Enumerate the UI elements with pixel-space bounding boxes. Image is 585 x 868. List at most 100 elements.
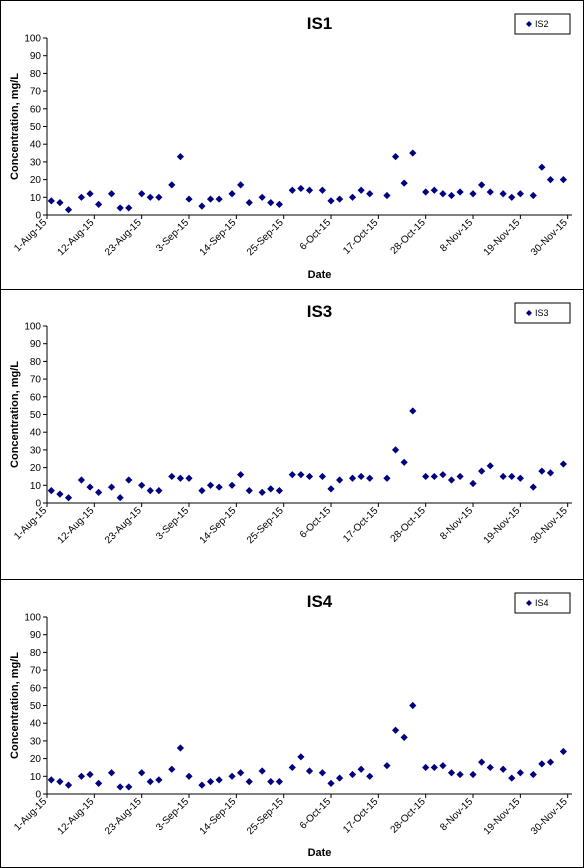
data-point [198,487,206,495]
data-point [422,472,430,481]
y-axis-title: Concentration, mg/L [9,361,21,468]
data-point [116,494,124,502]
data-point [538,760,546,768]
data-point [168,472,176,481]
x-tick-label: 28-Oct-15 [389,796,429,836]
data-point [348,474,357,482]
data-point [107,483,116,491]
data-point [245,199,253,207]
data-point [400,458,408,466]
data-point [215,195,223,203]
data-point [64,781,73,789]
x-tick-label: 23-Aug-15 [103,217,144,258]
data-point [422,763,430,772]
data-point [275,778,283,786]
data-point [318,472,327,481]
x-tick-label: 1-Aug-15 [12,505,49,542]
x-tick-label: 6-Oct-15 [298,505,334,541]
y-tick-label: 40 [30,428,42,439]
data-point [47,776,55,784]
data-point [64,494,73,502]
data-point [383,191,391,200]
chart-title: IS3 [307,302,333,321]
legend-marker-diamond [526,21,532,27]
data-point [348,193,357,201]
data-point [499,190,507,198]
y-axis-title: Concentration, mg/L [9,73,21,180]
y-tick-label: 30 [30,445,42,456]
data-point [486,462,494,470]
y-tick-label: 20 [30,463,42,474]
data-point [383,474,391,482]
x-tick-label: 19-Nov-15 [482,505,523,546]
data-point [258,488,266,496]
data-point [77,772,86,780]
data-point [499,765,507,773]
x-tick-label: 17-Oct-15 [341,217,381,257]
data-point [516,769,524,777]
legend-label: IS2 [535,19,549,29]
data-point [516,474,524,482]
y-tick-label: 80 [30,648,42,659]
data-point [559,460,567,468]
y-tick-label: 70 [30,666,42,677]
data-point [409,149,417,157]
x-axis-title: Date [308,269,332,281]
data-point [508,472,516,481]
data-point [348,770,357,779]
data-point [400,179,408,187]
x-tick-label: 8-Nov-15 [438,505,475,542]
data-point [155,776,163,784]
x-tick-label: 3-Sep-15 [154,217,191,254]
x-tick-label: 1-Aug-15 [12,217,49,254]
data-point [168,765,176,773]
data-point [86,770,94,779]
data-point [430,763,438,772]
data-point [168,181,176,189]
data-point [258,767,266,775]
data-point [529,191,537,200]
x-tick-label: 12-Aug-15 [56,505,97,546]
y-tick-label: 10 [30,193,42,204]
data-point [116,204,124,212]
data-point [400,733,408,741]
y-tick-label: 20 [30,754,42,765]
y-tick-label: 10 [30,772,42,783]
x-tick-label: 3-Sep-15 [154,505,191,542]
data-point [559,747,567,756]
chart-svg-is4: IS4 0 10 20 30 40 50 60 70 80 90 100 1-Aug-15 12-Aug-… [9,592,572,859]
y-tick-label: 70 [30,87,42,98]
chart-svg-is1: IS1 0 10 20 30 40 50 60 70 80 90 100 1-Aug-15 12-Aug-… [9,13,572,281]
x-tick-label: 14-Sep-15 [198,796,239,837]
data-point [327,485,335,493]
data-point [56,778,64,786]
data-point [327,197,335,205]
data-point [198,781,206,789]
legend-label: IS3 [535,308,549,318]
chart-panel-is4: IS4 0 10 20 30 40 50 60 70 80 90 100 1-Aug-15 12-Aug-… [0,579,584,868]
data-point [478,181,486,189]
chart-title: IS4 [307,592,333,611]
data-point [245,778,253,786]
data-point [95,779,103,787]
data-point [546,469,555,477]
y-tick-label: 30 [30,157,42,168]
y-tick-label: 80 [30,69,42,80]
data-point [288,186,296,194]
data-point [47,197,55,205]
data-point [499,472,507,481]
data-point [56,490,64,498]
data-point [275,487,283,495]
data-point [228,481,236,489]
y-tick-label: 90 [30,339,42,350]
data-point [529,483,537,491]
data-point [430,472,438,481]
data-point [456,472,464,481]
data-point [228,190,236,198]
data-point [357,765,365,773]
data-point [95,200,103,208]
x-tick-label: 12-Aug-15 [56,796,97,837]
y-tick-label: 90 [30,630,42,641]
data-point [305,767,314,775]
data-point [383,762,391,770]
